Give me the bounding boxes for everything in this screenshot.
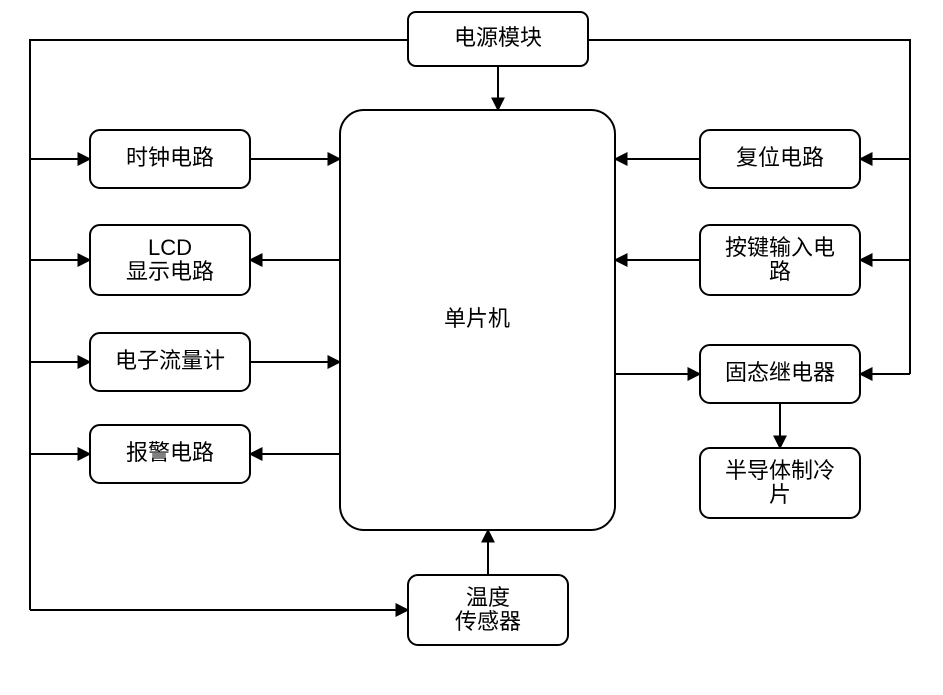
node-ssr-label: 固态继电器 [725, 360, 835, 385]
node-peltier: 半导体制冷 片 [700, 448, 860, 518]
node-lcd-label-1: LCD [148, 235, 192, 260]
node-mcu-label: 单片机 [444, 306, 510, 331]
node-peltier-label-1: 半导体制冷 [725, 458, 835, 483]
node-alarm: 报警电路 [90, 425, 250, 483]
power-bus-right [588, 40, 910, 374]
node-flow-label: 电子流量计 [115, 348, 225, 373]
node-keypad-label-1: 按键输入电 [725, 235, 835, 260]
block-diagram: 电源模块 单片机 时钟电路 LCD 显示电路 电子流量计 报警电路 复位电路 按… [0, 0, 943, 695]
node-temp: 温度 传感器 [408, 575, 568, 645]
node-ssr: 固态继电器 [700, 345, 860, 403]
node-keypad: 按键输入电 路 [700, 225, 860, 295]
node-lcd-label-2: 显示电路 [126, 259, 214, 284]
node-mcu: 单片机 [340, 110, 615, 530]
node-temp-label-1: 温度 [466, 585, 510, 610]
node-clock-label: 时钟电路 [126, 145, 214, 170]
node-reset-label: 复位电路 [736, 145, 824, 170]
node-reset: 复位电路 [700, 130, 860, 188]
node-temp-label-2: 传感器 [455, 609, 521, 634]
node-power-label: 电源模块 [454, 25, 542, 50]
node-lcd: LCD 显示电路 [90, 225, 250, 295]
node-keypad-label-2: 路 [769, 259, 791, 284]
node-flow: 电子流量计 [90, 333, 250, 391]
node-clock: 时钟电路 [90, 130, 250, 188]
node-power: 电源模块 [408, 12, 588, 66]
node-alarm-label: 报警电路 [126, 440, 214, 465]
node-peltier-label-2: 片 [769, 482, 791, 507]
